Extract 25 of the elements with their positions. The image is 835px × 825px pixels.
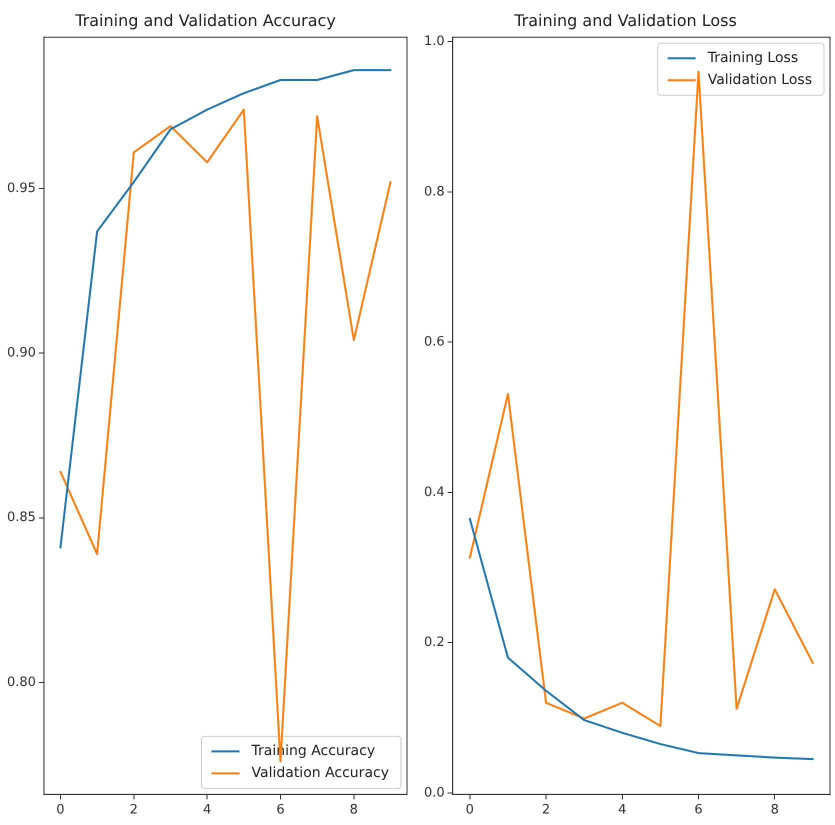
legend-label: Validation Loss — [708, 72, 812, 88]
x-tick-label: 0 — [466, 802, 474, 818]
x-tick-label: 6 — [276, 802, 285, 818]
x-tick-label: 2 — [130, 802, 138, 818]
x-tick-label: 0 — [56, 802, 65, 818]
y-tick-label: 0.85 — [6, 510, 36, 526]
x-tick-label: 8 — [350, 802, 358, 818]
chart-title: Training and Validation Loss — [513, 10, 737, 30]
x-tick-label: 2 — [542, 802, 550, 818]
x-tick-label: 4 — [618, 802, 626, 818]
y-tick-label: 0.4 — [424, 484, 445, 500]
y-tick-label: 0.80 — [6, 674, 36, 690]
legend-label: Training Loss — [706, 50, 798, 66]
y-tick-label: 0.90 — [6, 346, 36, 361]
y-tick-label: 1.0 — [424, 34, 445, 50]
legend-label: Validation Accuracy — [252, 765, 389, 782]
y-tick-label: 0.95 — [6, 181, 36, 196]
x-tick-label: 6 — [694, 802, 703, 818]
y-tick-label: 0.2 — [424, 635, 445, 650]
x-tick-label: 4 — [202, 802, 212, 818]
x-tick-label: 8 — [770, 802, 779, 818]
y-tick-label: 0.6 — [424, 334, 445, 350]
chart-title: Training and Validation Accuracy — [74, 10, 336, 30]
y-tick-label: 0.0 — [424, 785, 445, 800]
y-tick-label: 0.8 — [424, 184, 445, 200]
